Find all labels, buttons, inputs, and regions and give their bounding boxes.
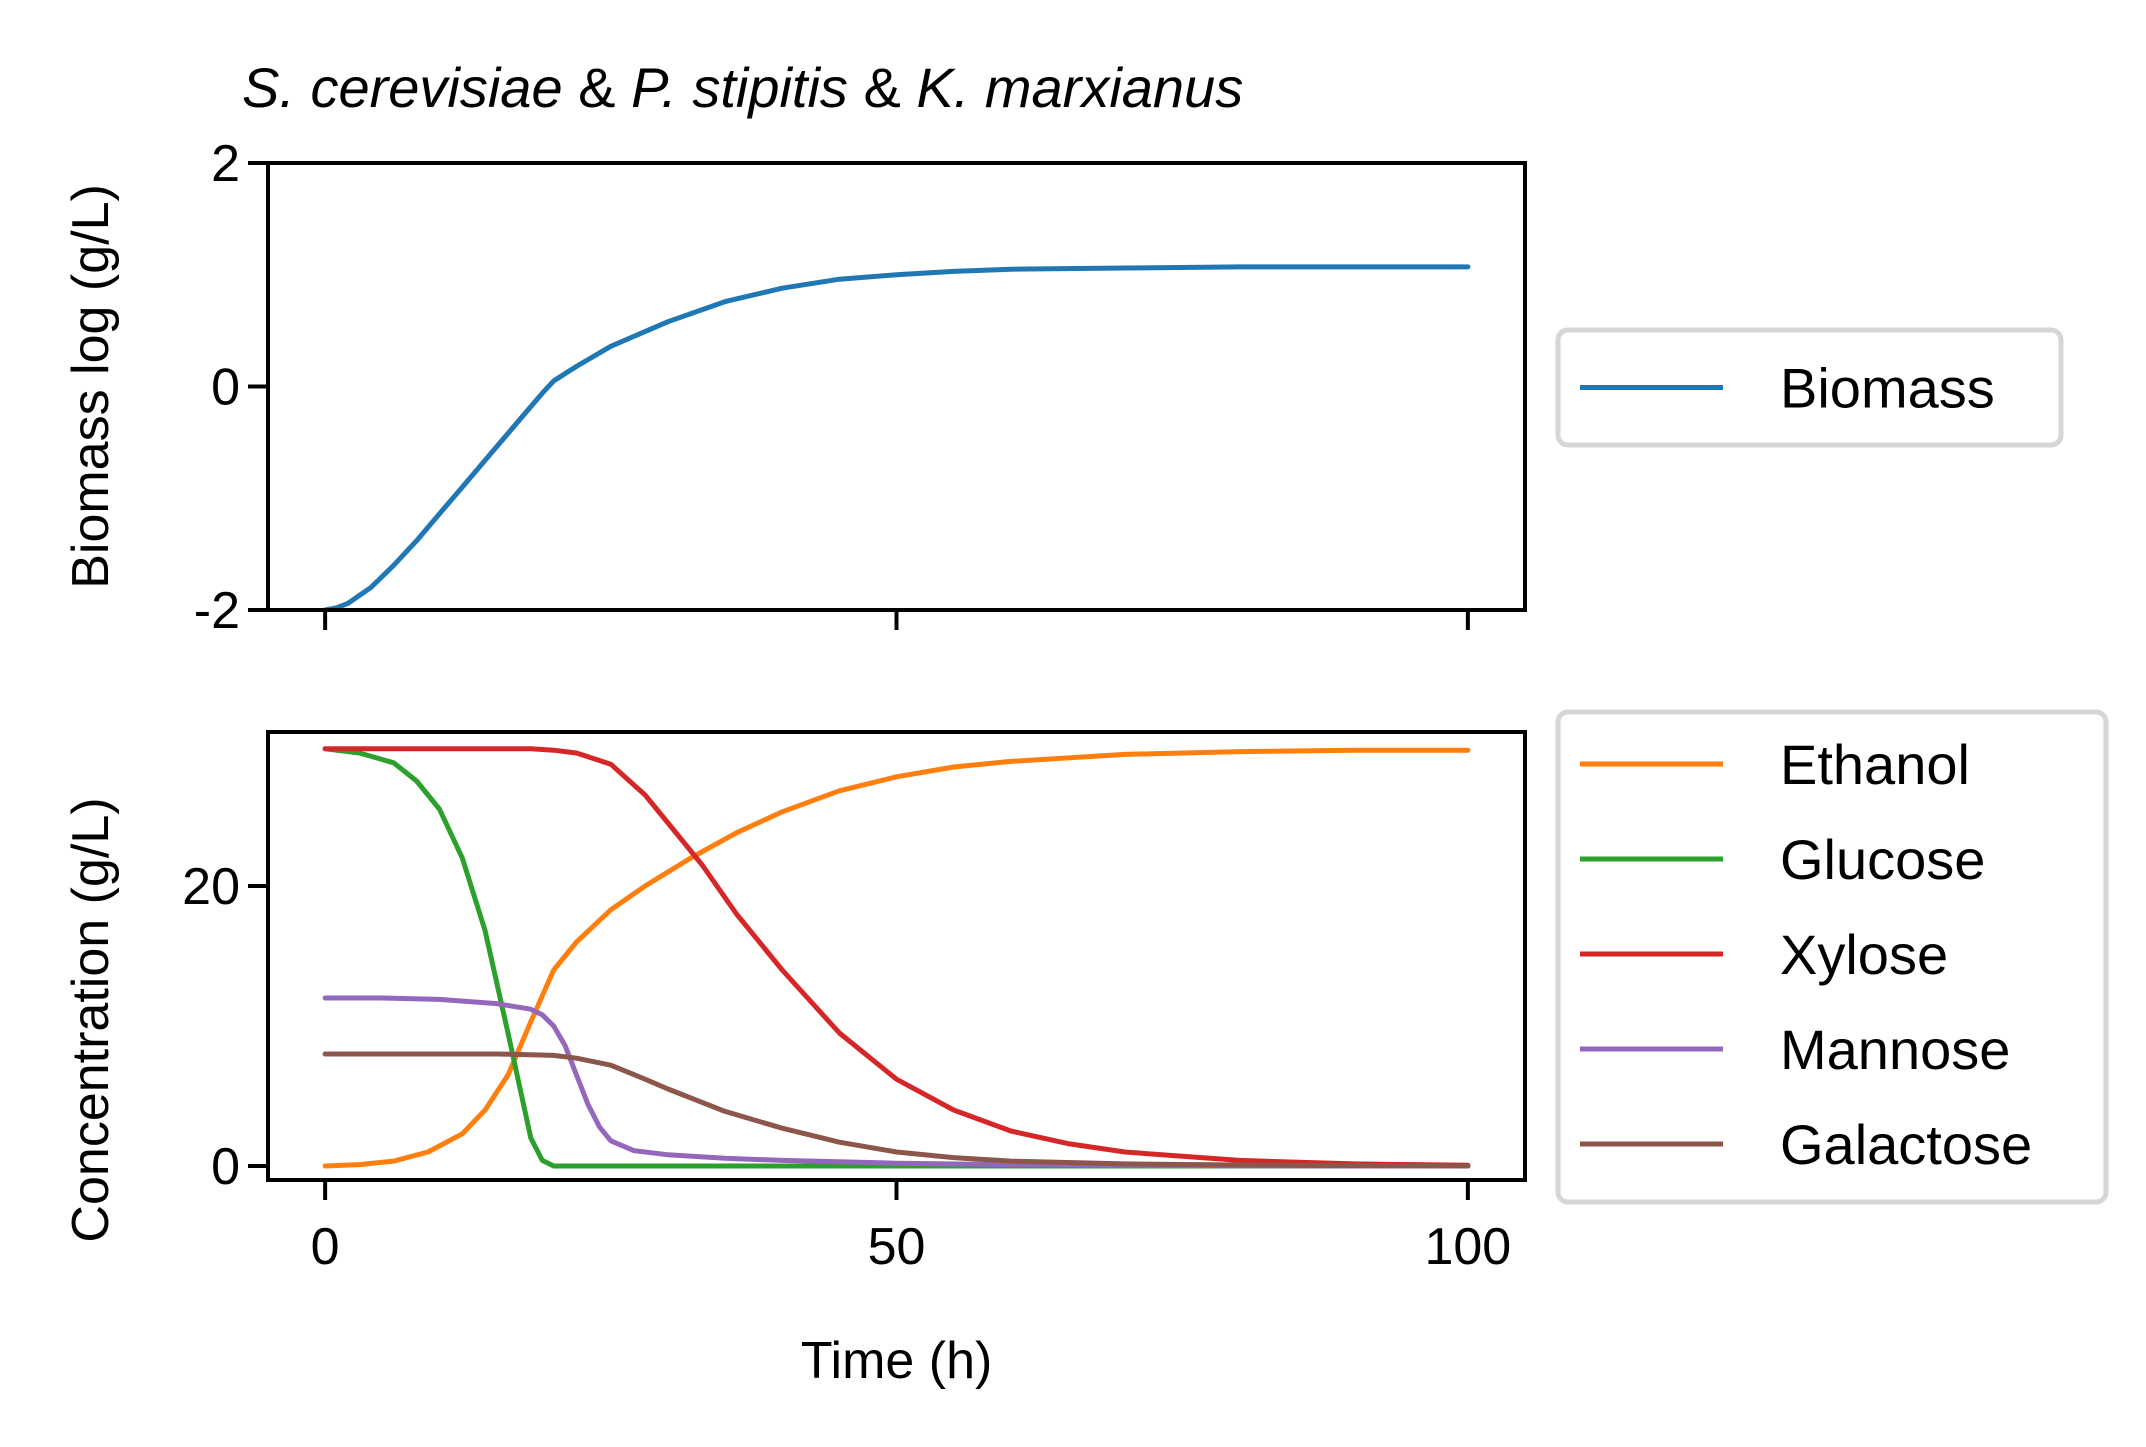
legend-label-xylose: Xylose [1780,923,1948,986]
x-tick-label: 50 [868,1218,926,1276]
y-tick-label: -2 [194,582,240,640]
chart-title-part: marxianus [969,56,1243,119]
legend-label-ethanol: Ethanol [1780,733,1970,796]
chart-title-part: stipitis [677,56,848,119]
y-tick-label: 0 [211,1138,240,1196]
x-tick-label: 100 [1424,1218,1511,1276]
biomass-y-axis-title: Biomass log (g/L) [62,184,120,589]
legend-frame [1555,709,2109,1205]
biomass-legend: Biomass [1555,327,2064,448]
series-line-galactose [322,1051,1471,1169]
y-tick-label: 0 [211,359,240,417]
y-tick-label: 20 [182,858,240,916]
legend-label-glucose: Glucose [1780,828,1985,891]
concentration-y-axis-title: Concentration (g/L) [62,797,120,1242]
legend-frame [1555,327,2064,448]
legend-label-galactose: Galactose [1780,1113,2032,1176]
chart-title-part: P. [631,56,677,119]
series-line-biomass [322,264,1471,613]
chart-title-part: S. [242,56,295,119]
chart-title-part: & [563,56,631,119]
chart-title-part: cerevisiae [295,56,563,119]
chart-title-part: K. [916,56,969,119]
series-line-xylose [322,746,1471,1168]
legend-label-biomass: Biomass [1780,357,1995,420]
chart-title: S. cerevisiae & P. stipitis & K. marxian… [242,56,1243,119]
x-tick-label: 0 [311,1218,340,1276]
concentration-panel: 0 20 0 50 100 Concentration (g/L) Time (h) Etha… [62,709,2109,1390]
concentration-legend: Ethanol Glucose Xylose Mannose Galactose [1555,709,2109,1205]
series-line-ethanol [322,747,1471,1169]
biomass-panel: -2 0 2 Biomass log (g/L) Biomass [62,135,2064,640]
y-tick-label: 2 [211,135,240,193]
chart-title-part: & [848,56,916,119]
x-axis-title: Time (h) [801,1332,993,1390]
legend-label-mannose: Mannose [1780,1018,2010,1081]
